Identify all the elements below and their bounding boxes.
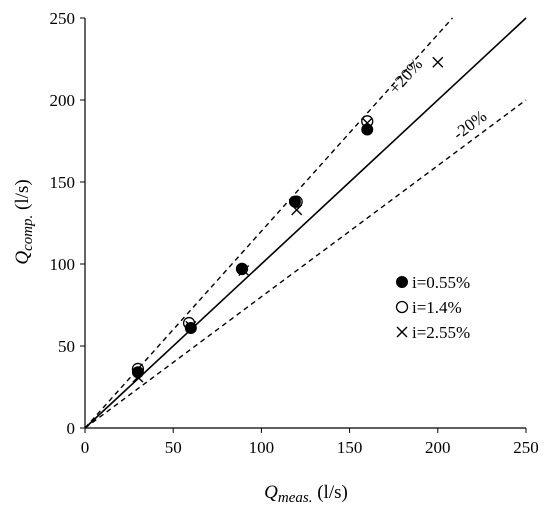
y-tick-label: 200 — [50, 91, 76, 110]
data-point-series-3 — [238, 265, 250, 277]
x-tick-label: 50 — [165, 438, 182, 457]
x-tick-label: 200 — [425, 438, 451, 457]
data-point-series-3 — [291, 204, 303, 216]
legend-marker-series-1 — [396, 276, 408, 288]
data-point-series-2 — [290, 195, 303, 208]
cross-stroke — [396, 326, 408, 338]
data-point-series-2 — [131, 362, 145, 376]
data-point-series-3 — [432, 56, 444, 68]
data-point-series-3 — [361, 117, 373, 129]
band-labels: +20% -20% — [385, 55, 490, 144]
cross-stroke — [432, 56, 444, 68]
x-axis-label: Qmeas. (l/s) — [264, 482, 348, 506]
cross-stroke — [291, 204, 303, 216]
legend-marker-series-3 — [396, 326, 408, 338]
legend-label-series-3: i=2.55% — [412, 323, 470, 342]
y-tick-label: 100 — [50, 255, 76, 274]
y-tick-label: 250 — [50, 9, 76, 28]
plus-20-label: +20% — [385, 55, 426, 98]
data-point-series-2 — [235, 262, 249, 276]
legend-marker-series-2 — [395, 300, 409, 314]
data-point-series-3 — [132, 371, 144, 383]
data-point-series-3 — [185, 320, 197, 332]
legend-label-series-1: i=0.55% — [412, 273, 470, 292]
cross-stroke — [132, 371, 144, 383]
legend: i=0.55% i=1.4% i=2.55% — [395, 273, 470, 342]
x-tick-label: 250 — [513, 438, 539, 457]
reference-lines — [84, 17, 527, 429]
legend-label-series-2: i=1.4% — [412, 298, 462, 317]
cross-stroke — [185, 320, 197, 332]
y-tick-label: 0 — [67, 419, 76, 438]
tick-labels: 0 50 100 150 200 250 0 50 100 150 200 250 — [50, 9, 539, 457]
y-tick-label: 150 — [50, 173, 76, 192]
x-tick-label: 100 — [249, 438, 275, 457]
data-points — [131, 56, 444, 383]
data-point-series-2 — [361, 115, 374, 128]
upper-bound-line — [84, 17, 454, 429]
lower-bound-line — [84, 99, 527, 429]
y-tick-label: 50 — [58, 337, 75, 356]
x-tick-label: 150 — [337, 438, 363, 457]
axes — [80, 17, 527, 433]
equality-line — [84, 17, 527, 429]
cross-stroke — [361, 117, 373, 129]
y-axis-label: Qcomp. (l/s) — [12, 179, 36, 264]
minus-20-label: -20% — [449, 106, 490, 143]
x-tick-label: 0 — [81, 438, 90, 457]
cross-stroke — [238, 265, 250, 277]
